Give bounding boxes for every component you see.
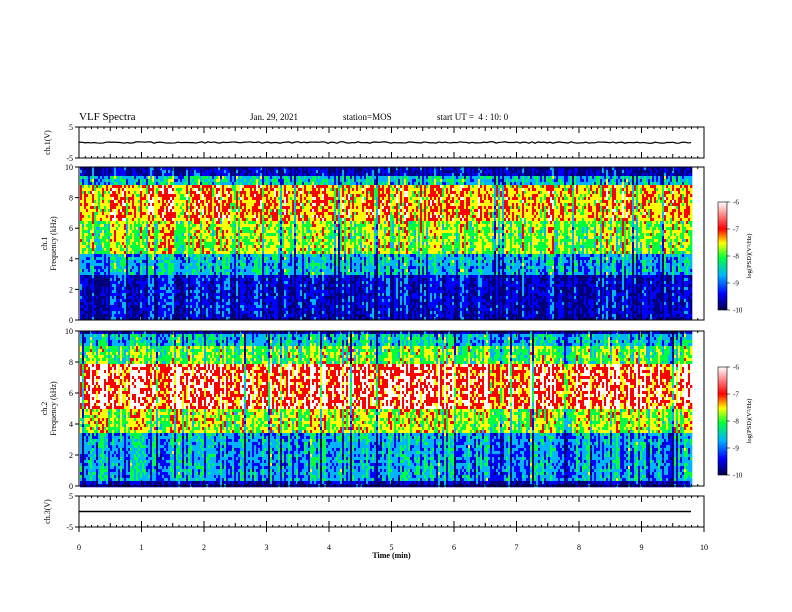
ch3-waveform-ytick-label: 5 bbox=[69, 492, 73, 501]
vlf-spectra-figure: 0246810ch.1 Frequency (kHz)-6-7-8-9-10log… bbox=[0, 0, 792, 612]
xtick-label: 6 bbox=[452, 543, 456, 552]
ch3-waveform-ytick-label: -5 bbox=[66, 523, 73, 532]
ch2-spectrogram-colorbar-tick-label: -6 bbox=[733, 364, 739, 372]
ch2-spectrogram-image bbox=[80, 331, 692, 487]
xtick-label: 0 bbox=[77, 543, 81, 552]
ch1-waveform-ylabel: ch.1(V) bbox=[43, 130, 52, 155]
ch1-spectrogram-ytick-label: 6 bbox=[69, 224, 73, 233]
ch2-spectrogram-colorbar-tick-label: -9 bbox=[733, 445, 739, 453]
ch1-spectrogram-ytick-label: 10 bbox=[65, 163, 73, 172]
xtick-label: 10 bbox=[700, 543, 708, 552]
ch2-spectrogram-colorbar bbox=[718, 367, 727, 475]
ch1-spectrogram-ylabel: ch.1 bbox=[40, 237, 49, 251]
ch1-waveform-trace bbox=[79, 142, 691, 144]
ch3-waveform-ylabel: ch.3(V) bbox=[43, 499, 52, 524]
ch2-spectrogram-colorbar-label: log(PSD)(V²/Hz) bbox=[746, 399, 753, 444]
x-axis-label: Time (min) bbox=[372, 551, 411, 560]
ch2-spectrogram-ytick-label: 4 bbox=[69, 420, 73, 429]
ch2-spectrogram-ytick-label: 10 bbox=[65, 327, 73, 336]
ch2-spectrogram-ytick-label: 6 bbox=[69, 389, 73, 398]
ch1-spectrogram-ytick-label: 2 bbox=[69, 285, 73, 294]
ch1-spectrogram-colorbar-tick-label: -6 bbox=[733, 199, 739, 207]
ch1-spectrogram-ytick-label: 0 bbox=[69, 316, 73, 325]
xtick-label: 8 bbox=[577, 543, 581, 552]
xtick-label: 3 bbox=[265, 543, 269, 552]
ch2-spectrogram-ylabel: ch.2 bbox=[40, 402, 49, 416]
ch2-spectrogram-ytick-label: 0 bbox=[69, 482, 73, 491]
ch1-spectrogram-colorbar-label: log(PSD)(V²/Hz) bbox=[746, 234, 753, 279]
ch2-spectrogram-colorbar-tick-label: -7 bbox=[733, 391, 739, 399]
ch1-spectrogram-colorbar-tick-label: -10 bbox=[733, 307, 743, 315]
ch1-spectrogram-ytick-label: 8 bbox=[69, 194, 73, 203]
ch2-spectrogram-colorbar-tick-label: -8 bbox=[733, 418, 739, 426]
ch1-spectrogram-image bbox=[80, 167, 692, 320]
ch1-spectrogram-ytick-label: 4 bbox=[69, 255, 73, 264]
xtick-label: 2 bbox=[202, 543, 206, 552]
ch1-spectrogram-colorbar-tick-label: -7 bbox=[733, 226, 739, 234]
ch1-waveform-ytick-label: 5 bbox=[69, 123, 73, 132]
ch1-spectrogram-colorbar bbox=[718, 202, 727, 310]
ch1-spectrogram-colorbar-tick-label: -9 bbox=[733, 280, 739, 288]
ch1-waveform-ytick-label: -5 bbox=[66, 154, 73, 163]
xtick-label: 1 bbox=[140, 543, 144, 552]
ch1-spectrogram-colorbar-tick-label: -8 bbox=[733, 253, 739, 261]
ch1-spectrogram-ylabel: Frequency (kHz) bbox=[49, 216, 58, 271]
ch2-spectrogram-ytick-label: 8 bbox=[69, 358, 73, 367]
ch2-spectrogram-colorbar-tick-label: -10 bbox=[733, 472, 743, 480]
ch2-spectrogram-ytick-label: 2 bbox=[69, 451, 73, 460]
xtick-label: 9 bbox=[640, 543, 644, 552]
xtick-label: 7 bbox=[515, 543, 519, 552]
xtick-label: 4 bbox=[327, 543, 331, 552]
ch2-spectrogram-ylabel: Frequency (kHz) bbox=[49, 381, 58, 436]
